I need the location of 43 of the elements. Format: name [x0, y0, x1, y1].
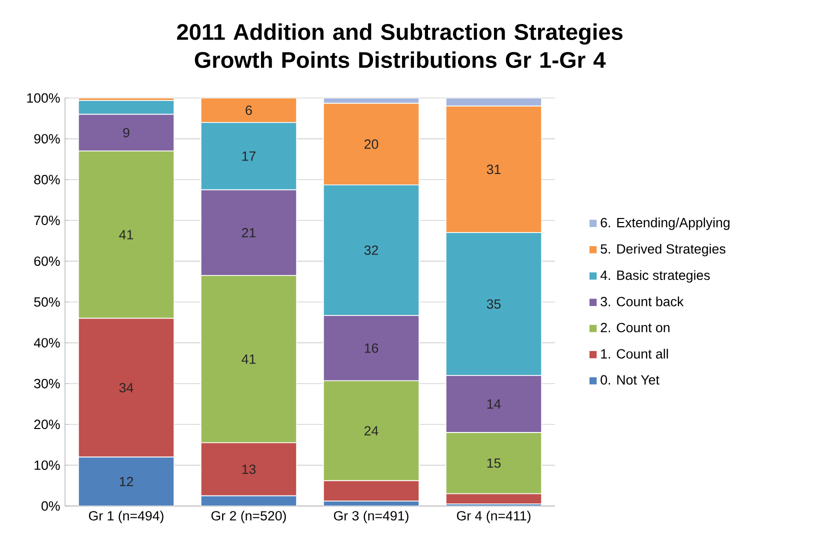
data-label: 41	[119, 230, 134, 240]
data-label: 17	[242, 152, 256, 161]
data-label: 13	[242, 464, 256, 474]
x-tick-label: Gr 4 (n=411)	[456, 510, 530, 524]
y-tick-label: 60%	[34, 256, 60, 266]
legend-label: 6. Extending/Applying	[600, 218, 730, 230]
data-label: 24	[364, 426, 378, 436]
data-label: 14	[487, 399, 501, 409]
legend-label: 1. Count all	[601, 348, 668, 359]
y-tick-label: 40%	[34, 338, 60, 348]
data-label: 12	[120, 476, 134, 486]
y-tick-label: 90%	[34, 134, 60, 144]
legend-label: 5. Derived Strategies	[600, 244, 726, 256]
data-label: 35	[486, 299, 501, 309]
data-label: 6	[246, 106, 252, 115]
y-tick-label: 0%	[42, 501, 60, 511]
legend-label: 0. Not Yet	[600, 375, 660, 385]
data-label: 34	[119, 382, 134, 392]
y-tick-label: 20%	[34, 420, 60, 430]
data-label: 9	[123, 128, 130, 138]
bar	[200, 98, 297, 123]
y-tick-label: 100%	[27, 93, 60, 103]
data-label: 31	[486, 164, 501, 174]
legend-label: 4. Basic strategies	[600, 270, 710, 283]
y-tick-label: 30%	[34, 378, 60, 388]
data-label: 16	[364, 343, 378, 353]
y-tick-label: 10%	[34, 460, 60, 470]
chart-title: 2011 Addition and Subtraction Strategies Growth Points Distributions Gr 1-Gr 4	[177, 23, 622, 68]
x-tick-label: Gr 2 (n=520)	[211, 510, 286, 524]
bar	[446, 106, 542, 234]
bar	[323, 102, 420, 186]
y-tick-label: 50%	[34, 297, 60, 307]
data-label: 15	[487, 458, 501, 468]
data-label: 32	[364, 245, 378, 255]
data-label: 41	[242, 354, 256, 364]
x-tick-label: Gr 3 (n=491)	[334, 510, 408, 524]
y-tick-label: 70%	[34, 216, 60, 226]
y-tick-label: 80%	[34, 174, 60, 184]
legend-label: 3. Count back	[600, 296, 684, 306]
data-label: 20	[364, 139, 378, 149]
legend-label: 2. Count on	[600, 322, 670, 332]
x-tick-label: Gr 1 (n=494)	[88, 510, 164, 524]
data-label: 21	[242, 228, 256, 238]
